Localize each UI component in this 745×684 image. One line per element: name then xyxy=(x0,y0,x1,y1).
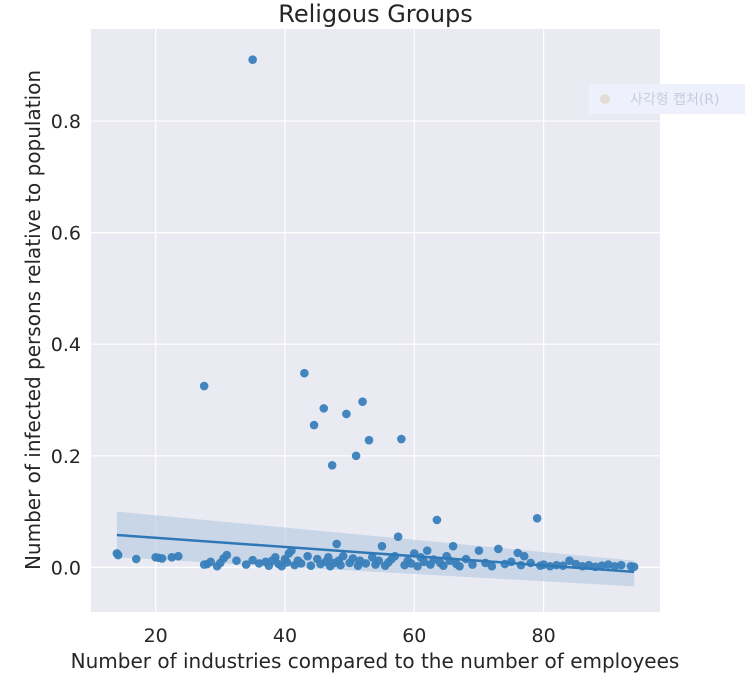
data-point xyxy=(199,381,209,391)
data-point xyxy=(565,556,574,565)
y-tick-labels: 0.0 0.2 0.4 0.6 0.8 xyxy=(51,111,81,579)
data-point xyxy=(332,539,342,549)
data-point xyxy=(296,559,306,568)
data-point xyxy=(494,544,503,554)
data-point xyxy=(254,559,264,568)
regression-line xyxy=(116,533,635,574)
data-point xyxy=(432,515,442,525)
capture-overlay[interactable]: 사각형 캡처(R) xyxy=(589,84,745,114)
data-point xyxy=(248,55,257,64)
plot-area xyxy=(91,29,660,612)
data-point xyxy=(519,551,529,561)
data-point xyxy=(303,551,312,561)
data-point xyxy=(248,555,257,565)
data-point xyxy=(610,561,620,571)
x-tick-labels: 20 40 60 80 xyxy=(144,625,556,647)
y-tick-label: 0.2 xyxy=(51,446,81,468)
data-point xyxy=(603,560,613,569)
data-point xyxy=(348,554,358,563)
data-point xyxy=(393,532,403,541)
data-point xyxy=(309,420,319,430)
data-point xyxy=(532,513,542,523)
x-tick-label: 20 xyxy=(144,625,168,647)
data-point xyxy=(167,553,177,562)
data-point xyxy=(157,554,167,563)
data-point xyxy=(282,558,292,567)
data-point xyxy=(361,559,371,568)
x-tick-label: 40 xyxy=(273,625,297,647)
data-point xyxy=(131,554,141,564)
data-point xyxy=(455,561,464,571)
data-point xyxy=(113,550,123,560)
data-point xyxy=(374,556,384,565)
data-point xyxy=(629,562,639,572)
data-point xyxy=(422,546,432,555)
y-tick-label: 0.6 xyxy=(51,223,81,245)
data-point xyxy=(351,451,361,461)
y-tick-label: 0.4 xyxy=(51,334,81,356)
x-axis-label: Number of industries compared to the num… xyxy=(71,649,680,673)
data-point xyxy=(448,541,458,551)
data-point xyxy=(270,553,280,562)
data-point xyxy=(616,560,626,570)
dot-icon xyxy=(600,94,610,104)
data-point xyxy=(439,561,448,570)
y-tick-label: 0.0 xyxy=(51,557,81,579)
data-point xyxy=(241,560,251,569)
grid-lines xyxy=(91,29,660,612)
data-point xyxy=(513,548,523,558)
data-point xyxy=(173,551,183,561)
data-point xyxy=(597,561,607,570)
y-axis-label: Number of infected persons relative to p… xyxy=(21,70,45,570)
x-tick-label: 80 xyxy=(532,625,556,647)
data-point xyxy=(571,559,581,569)
data-point xyxy=(468,560,477,569)
data-point xyxy=(419,557,429,567)
data-point xyxy=(487,561,497,571)
data-point xyxy=(323,553,333,562)
data-point xyxy=(336,560,345,570)
chart-title: Religous Groups xyxy=(278,0,473,28)
data-point xyxy=(206,557,215,567)
data-point xyxy=(327,460,337,470)
data-point xyxy=(413,561,422,571)
data-point xyxy=(358,397,367,406)
data-point xyxy=(300,368,309,378)
data-point xyxy=(232,556,241,565)
data-point xyxy=(377,541,387,551)
x-tick-label: 60 xyxy=(402,625,426,647)
data-point xyxy=(406,559,416,568)
data-point xyxy=(319,404,329,413)
data-point xyxy=(367,553,377,562)
data-point xyxy=(474,546,484,555)
data-point xyxy=(306,561,316,570)
data-point xyxy=(364,435,374,445)
data-point xyxy=(397,434,406,444)
overlay-background xyxy=(589,84,745,114)
data-point xyxy=(222,550,232,560)
data-point xyxy=(338,551,348,561)
overlay-label: 사각형 캡처(R) xyxy=(630,92,720,108)
y-tick-label: 0.8 xyxy=(51,111,81,133)
data-point xyxy=(342,409,351,419)
